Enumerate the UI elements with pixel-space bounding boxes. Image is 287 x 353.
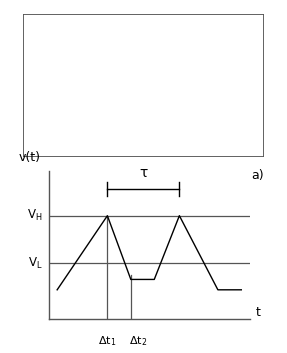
Text: τ: τ [139, 166, 148, 180]
Text: v(t): v(t) [19, 151, 41, 164]
Text: a): a) [251, 168, 264, 181]
Text: $\mathregular{\Delta t_2}$: $\mathregular{\Delta t_2}$ [129, 334, 148, 348]
Text: t: t [256, 306, 261, 319]
Text: $\mathregular{V_H}$: $\mathregular{V_H}$ [27, 208, 43, 223]
Text: $\mathregular{V_L}$: $\mathregular{V_L}$ [28, 256, 43, 271]
Text: $\mathregular{\Delta t_1}$: $\mathregular{\Delta t_1}$ [98, 334, 117, 348]
